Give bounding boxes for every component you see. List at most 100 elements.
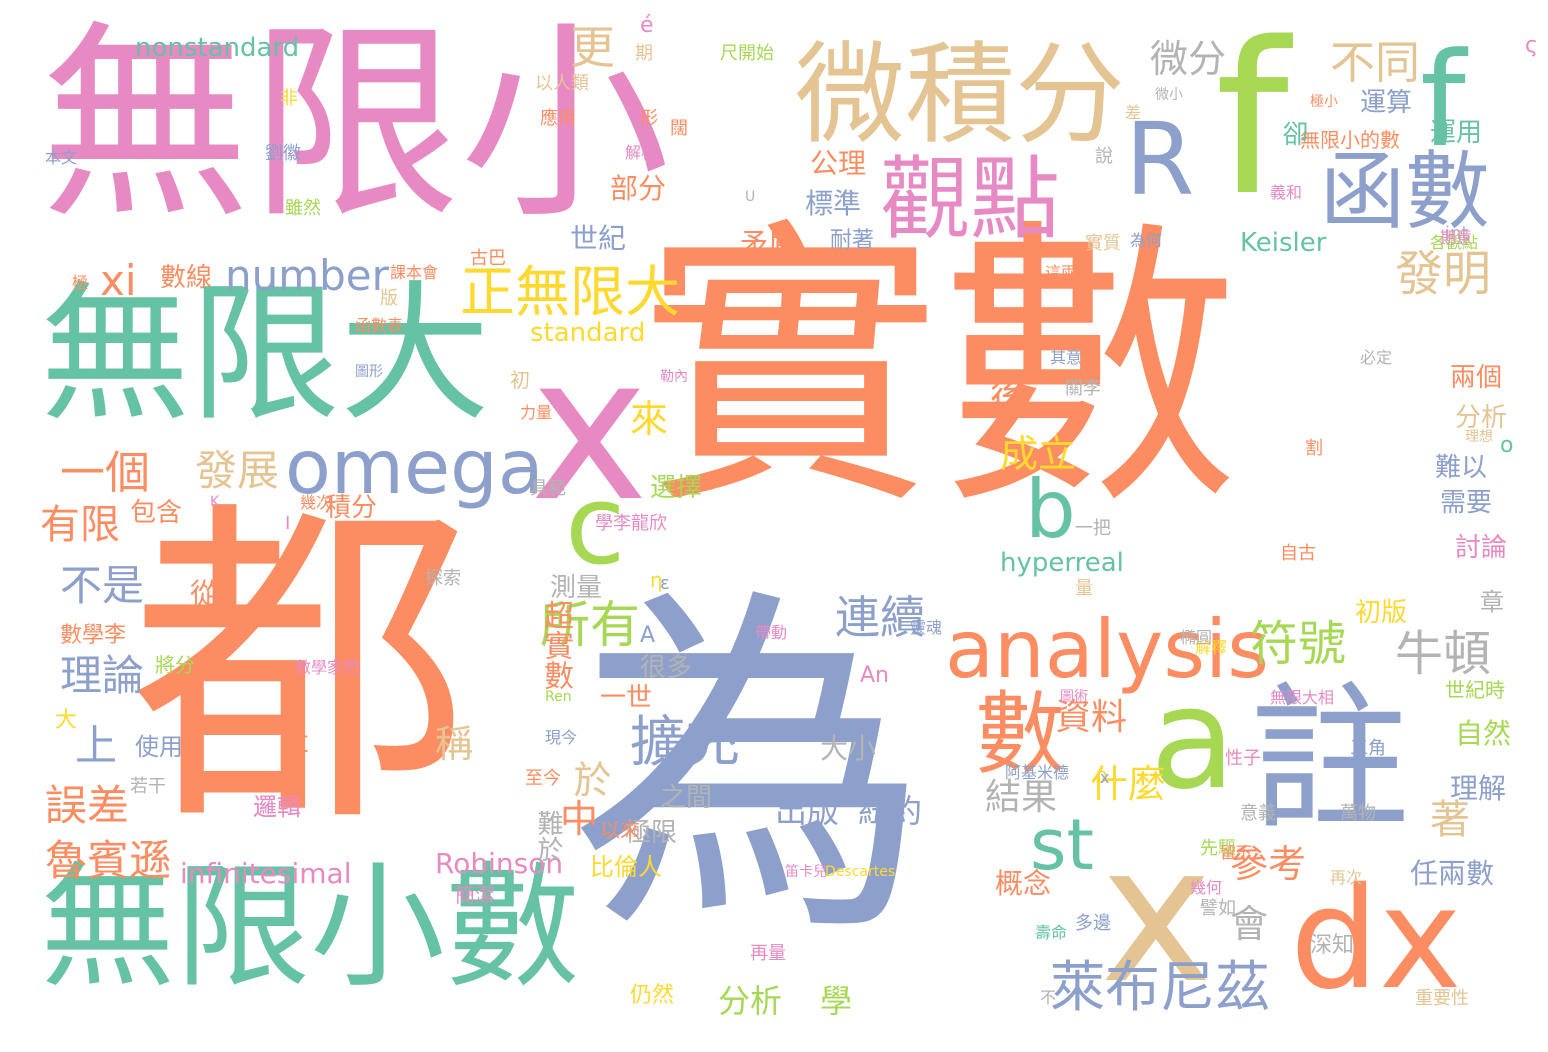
cloud-word: 有限 <box>40 502 120 548</box>
cloud-word: 意義 <box>1240 803 1276 824</box>
cloud-word: 以來 <box>600 818 640 842</box>
cloud-word: 性子 <box>1225 748 1261 769</box>
cloud-word: 關李 <box>1065 378 1101 399</box>
cloud-word: 兩個 <box>1450 363 1503 393</box>
cloud-word: 分析 <box>1455 403 1508 433</box>
cloud-word: 各觀點 <box>1430 233 1479 252</box>
cloud-word: 微小 <box>1155 87 1183 103</box>
cloud-word: 函數 <box>1320 143 1491 242</box>
cloud-word: 留下 <box>1220 843 1253 862</box>
cloud-word: 必定 <box>1360 348 1393 367</box>
cloud-word: 理解 <box>1450 772 1507 805</box>
cloud-word: 無限小的數 <box>1300 128 1400 152</box>
cloud-word: 任兩數 <box>1410 857 1495 890</box>
cloud-word: xi <box>100 256 137 305</box>
cloud-word: 以人類 <box>535 73 589 94</box>
cloud-word: 現今 <box>545 728 578 747</box>
cloud-word: 雖然 <box>285 198 321 219</box>
cloud-word: 極限 <box>625 818 678 848</box>
cloud-word: dx <box>1290 858 1462 1021</box>
cloud-word: 討論 <box>1455 533 1508 563</box>
cloud-word: 紐約 <box>858 792 923 830</box>
cloud-word: ρ <box>1095 763 1108 787</box>
cloud-word: U <box>745 189 756 205</box>
cloud-word: standard <box>530 318 646 348</box>
cloud-word: 正無限大 <box>460 260 681 324</box>
cloud-word: 難以 <box>1435 453 1488 483</box>
cloud-word: R <box>1125 101 1195 218</box>
cloud-word: 數學李 <box>60 623 127 648</box>
cloud-word: 闊 <box>670 118 688 139</box>
cloud-word: é <box>640 13 654 38</box>
cloud-word: Ren <box>545 689 572 705</box>
cloud-word: 一世 <box>600 683 653 713</box>
cloud-word: number <box>225 251 389 300</box>
cloud-word: 深知 <box>1310 933 1355 958</box>
cloud-word: 會 <box>1230 902 1269 946</box>
cloud-word: 橢圓 <box>1180 628 1213 647</box>
cloud-word: 數 <box>975 682 1065 787</box>
cloud-word: 萬物 <box>1340 803 1376 824</box>
cloud-word: 萊布尼茲 <box>1050 955 1271 1019</box>
cloud-word: 解釋 <box>1195 638 1228 657</box>
cloud-word: 微分 <box>1150 37 1227 81</box>
cloud-word: 初 <box>510 368 530 392</box>
cloud-word: 期 <box>635 43 653 64</box>
cloud-word: 積分 <box>325 493 378 523</box>
cloud-word: 出版 <box>775 792 840 830</box>
cloud-word: 無限小 <box>40 2 671 247</box>
cloud-word: 微積分 <box>795 31 1125 159</box>
cloud-word: 測量 <box>550 573 603 603</box>
cloud-word: 魯賓遜 <box>45 836 172 885</box>
cloud-word: int <box>1445 223 1469 244</box>
cloud-word: Keisler <box>1240 228 1327 258</box>
cloud-word: 比倫人 <box>590 853 662 881</box>
cloud-word: 無限大 <box>40 268 491 442</box>
cloud-word: f <box>1420 24 1466 176</box>
cloud-word: 勒內 <box>660 369 688 385</box>
cloud-word: 於 <box>567 760 611 798</box>
cloud-word: 無限大相 <box>1270 688 1335 707</box>
cloud-word: x <box>1100 768 1110 787</box>
cloud-word: 幾何 <box>1190 878 1223 897</box>
cloud-word: 不同 <box>1330 36 1421 89</box>
cloud-word: 更 <box>570 21 616 74</box>
cloud-word: 世紀時 <box>1445 678 1505 702</box>
cloud-word: st <box>1030 804 1094 886</box>
cloud-word: 標準 <box>805 187 862 220</box>
cloud-word: 發展 <box>195 446 280 495</box>
cloud-word: η <box>650 568 663 592</box>
cloud-word: 阿基米德 <box>1005 763 1070 782</box>
cloud-word: 函數表 <box>355 316 404 335</box>
cloud-word: 探索 <box>425 568 461 589</box>
cloud-word: 初版 <box>1355 598 1408 628</box>
cloud-word: 都 <box>130 472 470 868</box>
cloud-word: 先驅 <box>1200 838 1236 859</box>
cloud-word: Robinson <box>435 847 564 880</box>
cloud-word: 帶動 <box>755 623 788 642</box>
cloud-word: 期意 <box>1440 228 1473 247</box>
cloud-word: infinitesimal <box>180 857 352 890</box>
cloud-word: 稱 <box>435 722 474 766</box>
cloud-word: 著 <box>1430 797 1470 843</box>
cloud-word: 卻 <box>1278 120 1308 146</box>
cloud-word: 說 <box>1095 146 1113 167</box>
cloud-word: 誤差 <box>45 781 130 830</box>
cloud-word: x <box>530 313 649 546</box>
cloud-word: K <box>210 494 220 510</box>
cloud-word: 極小 <box>1310 94 1338 110</box>
cloud-word: 所有 <box>540 596 640 654</box>
cloud-word: 一把 <box>1075 518 1111 539</box>
cloud-word: 註 <box>1250 666 1411 853</box>
cloud-word: 耐著 <box>830 228 875 253</box>
cloud-word: 分析 <box>718 982 783 1020</box>
cloud-word: 三角 <box>1350 738 1386 759</box>
cloud-word: 尺開始 <box>720 43 774 64</box>
cloud-word: 數學家們 <box>295 658 360 677</box>
cloud-word: 本文 <box>45 148 78 167</box>
cloud-word: 運算 <box>1360 88 1413 118</box>
cloud-word: hyperreal <box>1000 548 1124 578</box>
cloud-word: 非 <box>280 88 298 109</box>
cloud-word: 大 <box>55 708 78 733</box>
cloud-word: 具範 <box>530 478 566 499</box>
